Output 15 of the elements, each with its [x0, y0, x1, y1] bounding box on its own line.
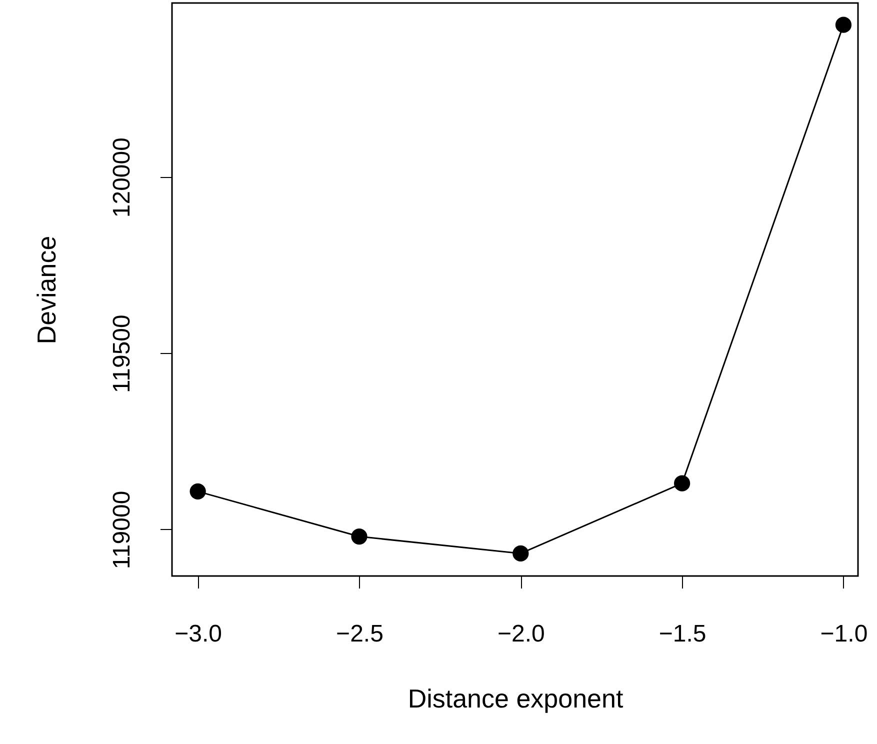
y-tick-label: 120000 — [108, 138, 136, 218]
point — [674, 475, 690, 492]
x-tick-label: −2.0 — [497, 620, 545, 648]
point — [835, 16, 852, 33]
x-tick-label: −3.0 — [174, 620, 222, 648]
y-axis-title: Deviance — [32, 236, 62, 344]
point — [512, 545, 529, 562]
x-axis-title: Distance exponent — [408, 684, 624, 714]
x-tick-label: −2.5 — [336, 620, 384, 648]
x-tick-label: −1.0 — [820, 620, 868, 648]
point — [351, 528, 368, 545]
y-tick-label: 119000 — [108, 490, 136, 570]
point — [190, 483, 206, 500]
y-tick-label: 119500 — [108, 314, 136, 393]
x-tick-label: −1.5 — [658, 620, 706, 648]
